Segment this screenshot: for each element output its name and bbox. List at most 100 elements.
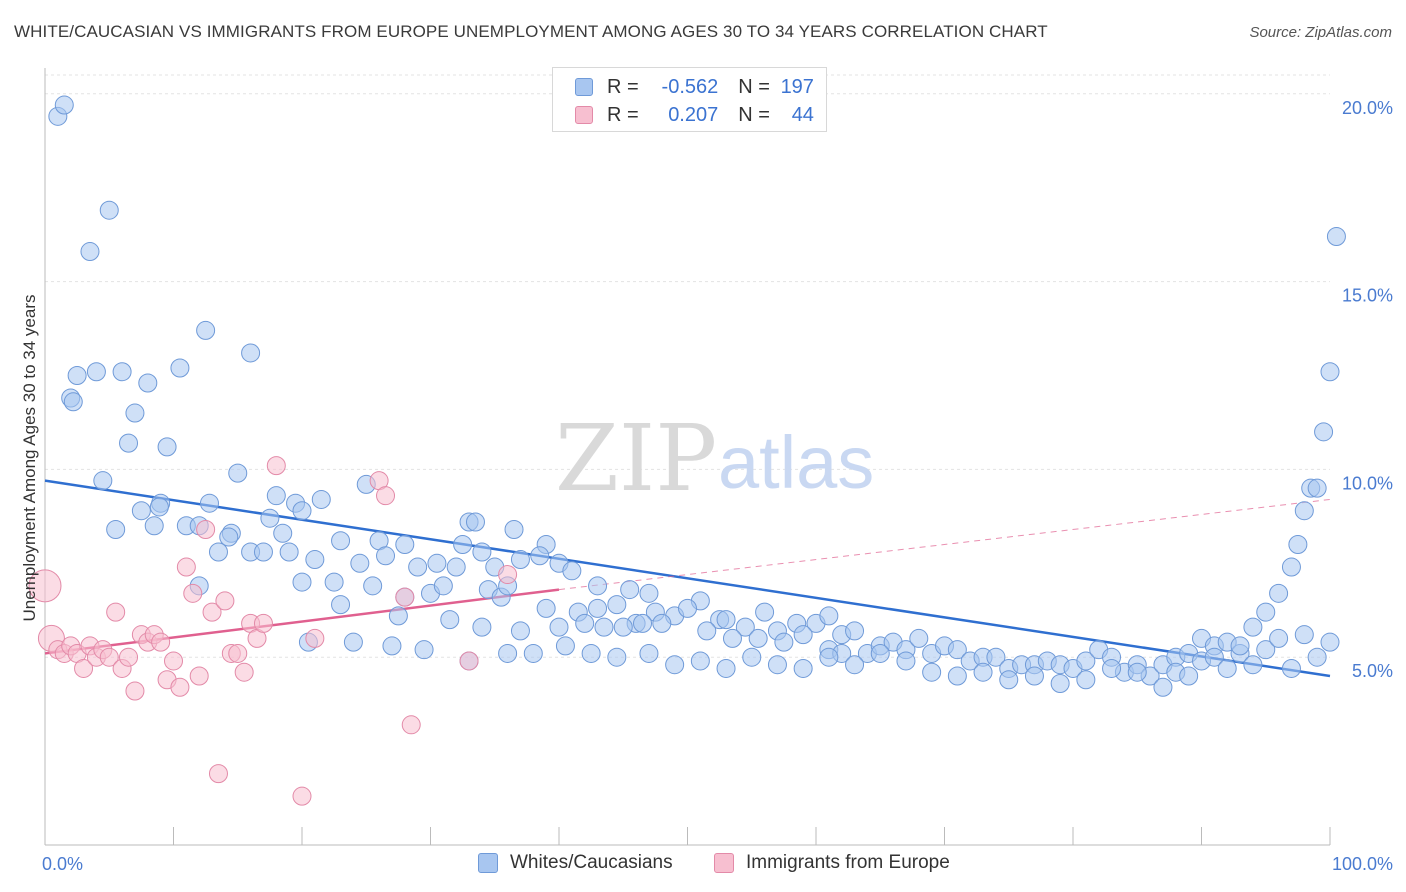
whites-point [157,437,177,457]
whites-point [292,572,312,592]
whites-point [665,655,685,675]
whites-point [549,617,569,637]
immigrants-point [170,677,190,697]
whites-point [613,617,633,637]
bottom-legend-label-immigrants: Immigrants from Europe [746,852,950,873]
trend-line-0 [44,479,1331,678]
whites-point [870,643,890,663]
y-axis-label: Unemployment Among Ages 30 to 34 years [20,295,39,622]
immigrants-point [74,658,94,678]
whites-point [845,621,865,641]
legend-r-label: R = [607,103,639,126]
whites-point [138,373,158,393]
whites-point [80,242,100,262]
whites-point [588,576,608,596]
legend-row-immigrants: R = 0.207 N = 44 [553,101,814,129]
legend-r-value: 0.207 [668,103,719,126]
whites-point [324,572,344,592]
whites-point [607,595,627,615]
whites-point [93,471,113,491]
whites-point [1307,647,1327,667]
whites-point [292,501,312,521]
correlation-legend: R = -0.562 N = 197 R = 0.207 N = 44 [552,67,827,132]
x-tick-label-min: 0.0% [42,854,83,874]
whites-point [331,531,351,551]
whites-point [722,628,742,648]
legend-r-value: -0.562 [661,75,719,98]
watermark: ZIP atlas [555,405,874,512]
bottom-legend-label-whites: Whites/Caucasians [510,852,673,873]
whites-point [716,610,736,630]
immigrants-point [253,613,273,633]
whites-point [652,613,672,633]
immigrants-point [401,715,421,735]
whites-point [395,535,415,555]
immigrants-point [208,764,228,784]
whites-point [86,362,106,382]
whites-point [742,647,762,667]
whites-point [1294,501,1314,521]
whites-point [199,493,219,513]
whites-point [343,632,363,652]
immigrants-point [228,643,248,663]
whites-point [144,516,164,536]
whites-point [510,550,530,570]
whites-point [581,643,601,663]
whites-point [253,542,273,562]
whites-point [465,512,485,532]
immigrants-point [119,647,139,667]
bottom-legend-swatch-immigrants [714,853,734,873]
whites-point [909,628,929,648]
whites-point [607,647,627,667]
whites-point [819,606,839,626]
immigrants-point [125,681,145,701]
whites-point [1256,602,1276,622]
whites-point [125,403,145,423]
whites-point [241,343,261,363]
whites-point [1243,617,1263,637]
axes [44,68,1331,846]
y-tick-label: 10.0% [1342,473,1393,493]
whites-point [1314,422,1334,442]
whites-point [1294,625,1314,645]
whites-point [427,553,447,573]
bottom-legend-whites: Whites/Caucasians [478,852,673,874]
immigrants-point [183,583,203,603]
whites-point [112,362,132,382]
whites-point [620,580,640,600]
whites-point [106,519,126,539]
whites-point [208,542,228,562]
whites-point [388,606,408,626]
immigrants-point [202,602,222,622]
whites-point [1320,632,1340,652]
whites-point [504,519,524,539]
immigrants-point [498,565,518,585]
watermark-zip: ZIP [555,405,717,512]
whites-point [633,613,653,633]
whites-point [408,557,428,577]
whites-point [947,640,967,660]
immigrants-point [292,786,312,806]
whites-point [279,542,299,562]
grid [45,74,1330,658]
immigrants-point [28,569,62,603]
whites-point [639,643,659,663]
whites-point [382,636,402,656]
immigrants-point [376,486,396,506]
whites-point [228,463,248,483]
whites-point [999,670,1019,690]
whites-point [453,535,473,555]
whites-point [1326,227,1346,247]
whites-point [472,542,492,562]
whites-point [1153,677,1173,697]
immigrants-point [151,632,171,652]
tick-labels: 5.0% 10.0% 15.0% 20.0% 0.0% 100.0% [42,98,1393,874]
whites-point [973,662,993,682]
whites-point [219,527,239,547]
trend-extension-1 [558,498,1331,591]
whites-point [748,628,768,648]
legend-row-whites: R = -0.562 N = 197 [553,73,814,101]
whites-point [472,617,492,637]
whites-point [266,486,286,506]
